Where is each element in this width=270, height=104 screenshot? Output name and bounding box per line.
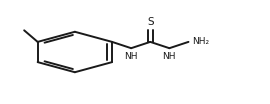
Text: S: S xyxy=(147,17,154,27)
Text: NH: NH xyxy=(162,52,176,61)
Text: NH: NH xyxy=(124,52,137,61)
Text: NH₂: NH₂ xyxy=(192,37,209,46)
